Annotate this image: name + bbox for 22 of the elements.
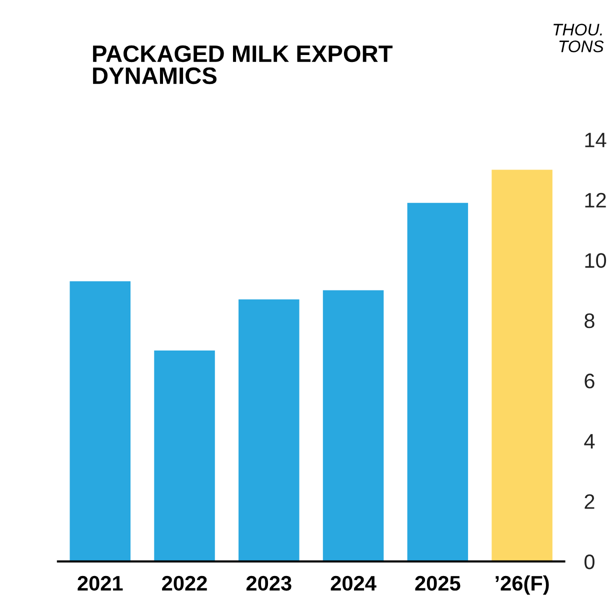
bar xyxy=(492,170,552,562)
y-tick-label: 12 xyxy=(585,192,606,208)
y-tick-label: 4 xyxy=(584,434,595,448)
y-tick-label: 2 xyxy=(584,494,594,509)
bar xyxy=(322,290,384,562)
y-tick-label: 10 xyxy=(585,253,606,268)
x-tick-label: 2022 xyxy=(162,576,207,591)
bar xyxy=(407,202,468,562)
bar xyxy=(154,350,215,562)
y-tick-label: 14 xyxy=(585,132,606,148)
x-tick-label: 2025 xyxy=(415,576,460,591)
y-tick-label: 0 xyxy=(584,554,594,570)
x-tick-label: 2021 xyxy=(78,576,123,591)
x-tick-label: 2024 xyxy=(330,576,376,591)
y-axis-title: THOU. TONS xyxy=(554,24,604,52)
x-tick-label: 2023 xyxy=(246,576,292,591)
y-tick-label: 8 xyxy=(584,313,594,328)
chart-title: PACKAGED MILK EXPORT DYNAMICS xyxy=(93,45,393,84)
y-tick-label: 6 xyxy=(584,374,594,388)
x-tick-label: ’26(F) xyxy=(496,575,549,595)
bar xyxy=(238,299,300,562)
bar xyxy=(70,281,131,562)
